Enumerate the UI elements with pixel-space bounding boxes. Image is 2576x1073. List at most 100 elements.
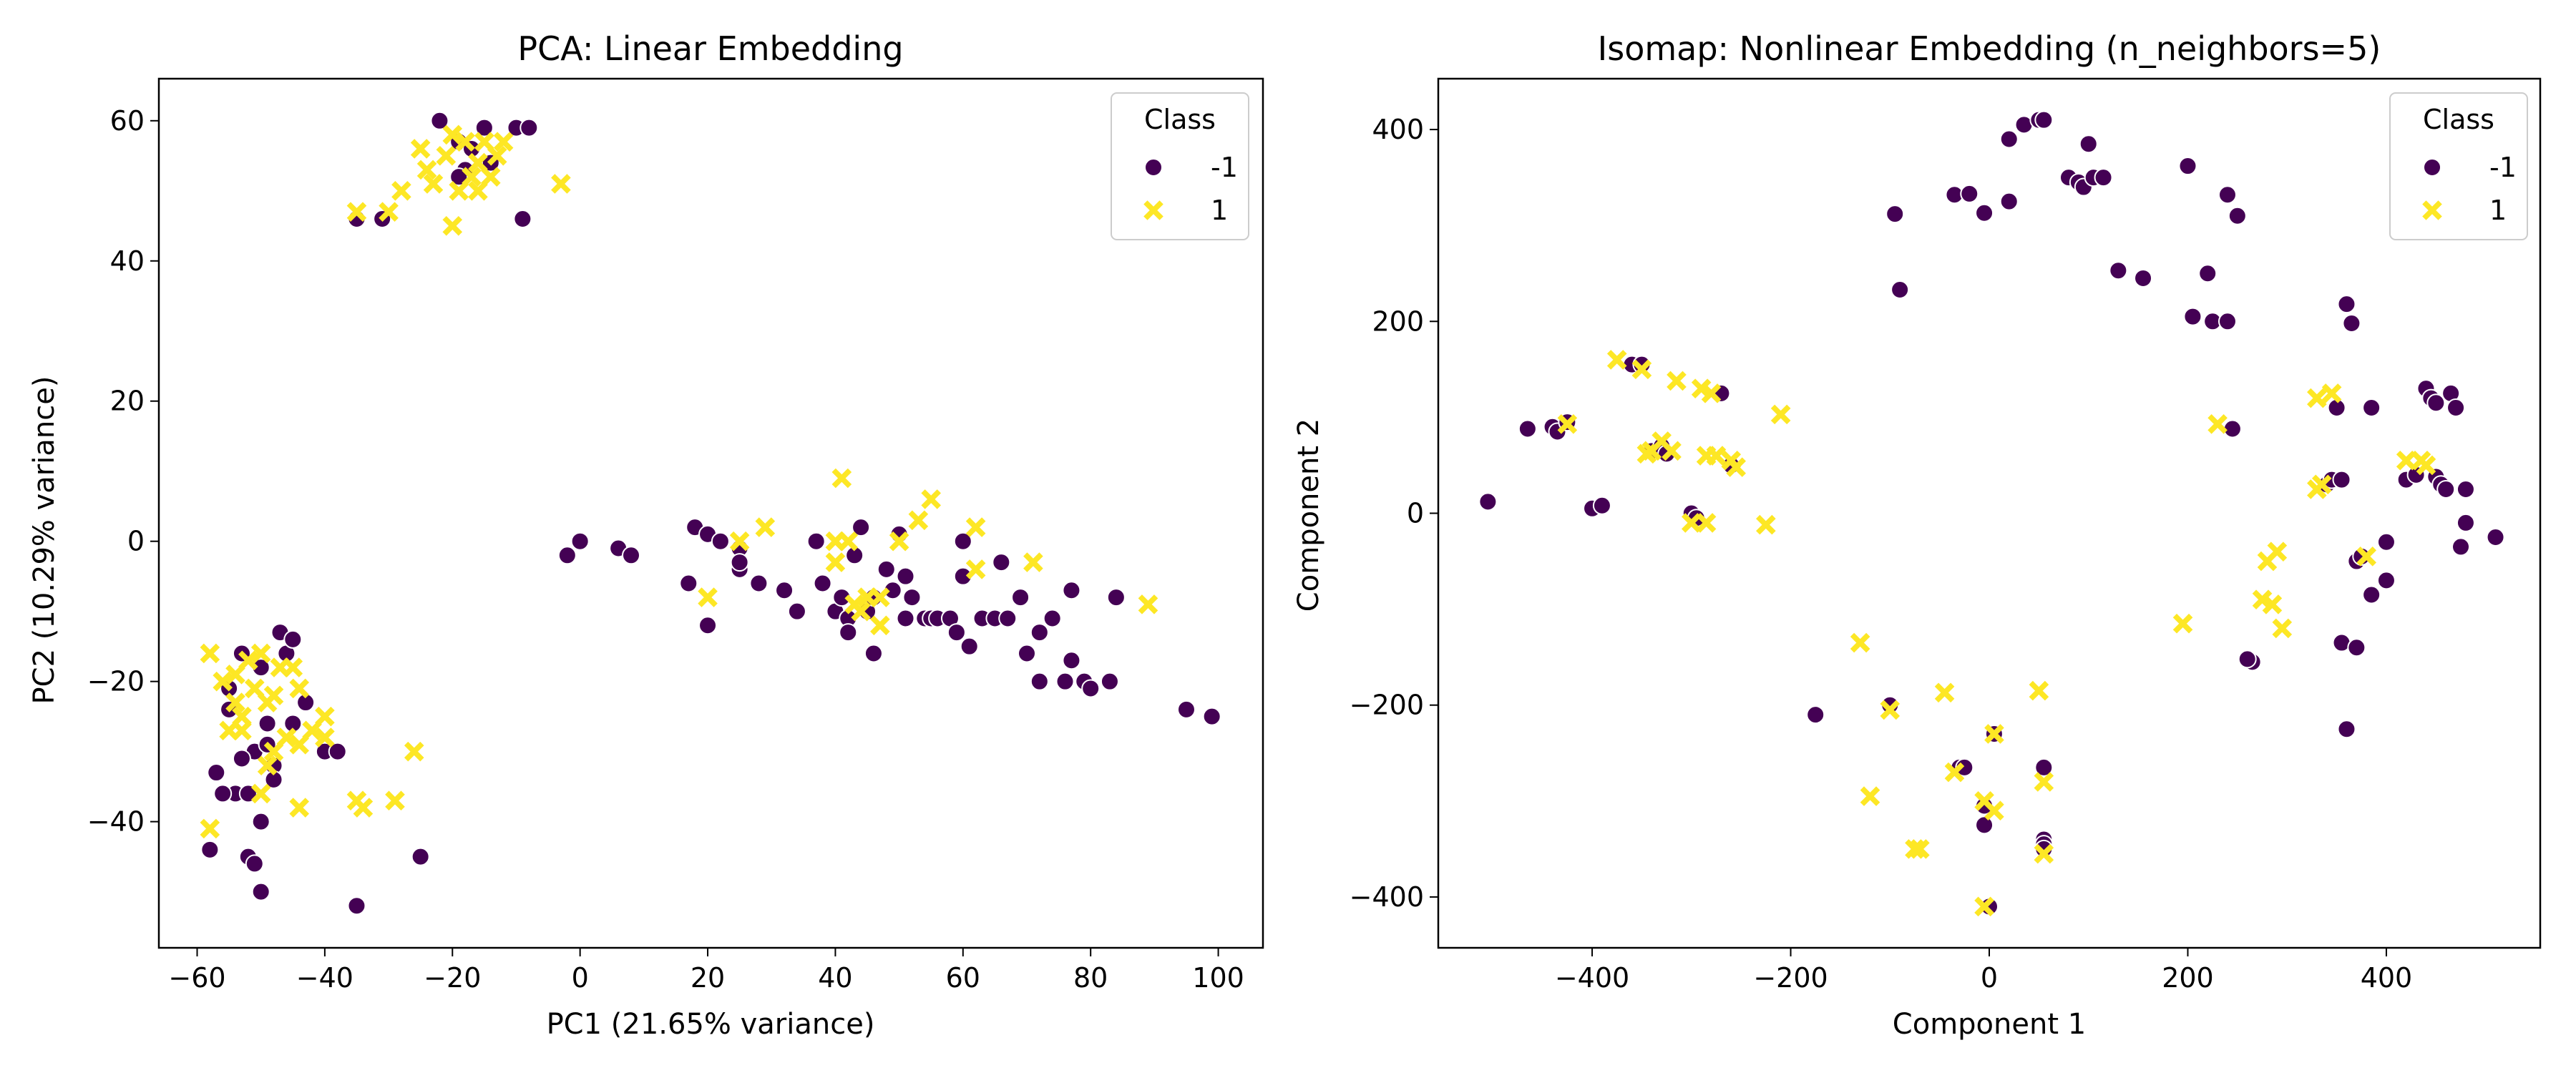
isomap-point-class-neg1 <box>2451 537 2471 557</box>
pca-ticks: −60 −40 −20 0 20 40 60 80 100 −40 −20 0 20 40 60 <box>87 105 1244 994</box>
pca-point-class-1 <box>346 202 367 222</box>
pca-point-class-neg1 <box>232 749 251 768</box>
isomap-point-class-neg1 <box>2456 479 2475 499</box>
pca-point-class-1 <box>200 818 220 839</box>
isomap-x-tick-label: 200 <box>2162 962 2214 994</box>
pca-point-class-neg1 <box>251 882 270 901</box>
isomap-point-class-neg1 <box>2109 261 2128 280</box>
pca-point-class-1 <box>315 727 335 748</box>
isomap-point-class-neg1 <box>2183 307 2202 326</box>
isomap-point-class-neg1 <box>2337 295 2356 314</box>
pca-point-class-neg1 <box>200 840 220 859</box>
pca-point-class-neg1 <box>513 209 532 228</box>
isomap-point-class-neg1 <box>1885 205 1905 224</box>
pca-panel: PCA: Linear Embedding −60 −40 −20 0 20 40 60 80… <box>28 29 1264 1041</box>
isomap-legend-marker-neg1 <box>2423 158 2441 177</box>
isomap-point-class-1 <box>2311 474 2332 495</box>
isomap-points <box>1478 110 2505 917</box>
isomap-point-class-1 <box>1606 350 1627 370</box>
pca-legend-title: Class <box>1144 104 1216 135</box>
pca-point-class-neg1 <box>258 714 277 733</box>
isomap-legend-label-neg1: -1 <box>2489 152 2517 183</box>
isomap-point-class-1 <box>1910 839 1930 859</box>
pca-point-class-1 <box>1138 594 1158 614</box>
isomap-point-class-1 <box>1706 446 1727 466</box>
pca-point-class-1 <box>825 531 846 552</box>
isomap-panel: Isomap: Nonlinear Embedding (n_neighbors… <box>1292 29 2542 1041</box>
pca-point-class-neg1 <box>1100 672 1119 691</box>
isomap-point-class-neg1 <box>1806 705 1825 725</box>
pca-point-class-neg1 <box>213 784 233 803</box>
pca-legend-marker-glyph <box>1143 200 1163 220</box>
pca-point-class-neg1 <box>960 637 979 656</box>
pca-point-class-1 <box>442 124 463 145</box>
pca-point-class-1 <box>410 139 431 159</box>
isomap-point-class-1 <box>2267 542 2288 562</box>
isomap-point-class-1 <box>1984 800 2004 821</box>
pca-point-class-1 <box>244 678 265 699</box>
pca-point-class-1 <box>870 587 890 607</box>
pca-y-tick-label: −40 <box>87 806 145 838</box>
pca-point-class-neg1 <box>813 574 832 593</box>
isomap-axes-frame <box>1437 77 2542 949</box>
isomap-point-class-neg1 <box>2034 110 2054 129</box>
isomap-x-axis-label: Component 1 <box>1893 1008 2086 1041</box>
pca-legend-marker-glyph <box>1144 158 1163 177</box>
isomap-legend-label-1: 1 <box>2489 195 2507 226</box>
pca-point-class-neg1 <box>877 559 896 579</box>
pca-point-class-1 <box>908 510 929 531</box>
pca-point-class-1 <box>276 727 297 748</box>
pca-x-tick-label: 60 <box>946 962 980 994</box>
pca-point-class-neg1 <box>1011 588 1030 607</box>
pca-point-class-neg1 <box>749 574 769 593</box>
pca-point-class-1 <box>838 531 859 552</box>
pca-point-class-1 <box>474 132 494 152</box>
isomap-point-class-1 <box>1984 724 2004 744</box>
pca-point-class-neg1 <box>1081 679 1101 698</box>
pca-point-class-1 <box>238 650 258 671</box>
pca-x-tick-label: −60 <box>168 962 225 994</box>
isomap-point-class-neg1 <box>2337 720 2356 739</box>
isomap-point-class-1 <box>2272 618 2293 639</box>
pca-x-tick-label: −40 <box>296 962 353 994</box>
isomap-legend: Class -1 1 <box>2389 92 2528 240</box>
pca-point-class-1 <box>250 783 271 804</box>
pca-x-tick-label: 80 <box>1073 962 1108 994</box>
pca-title: PCA: Linear Embedding <box>517 29 903 68</box>
isomap-point-class-1 <box>2356 547 2377 567</box>
isomap-point-class-1 <box>2172 613 2193 634</box>
pca-x-tick-label: −20 <box>424 962 481 994</box>
isomap-point-class-neg1 <box>1975 815 1994 835</box>
isomap-y-tick-label: −400 <box>1350 881 1424 913</box>
pca-point-class-1 <box>755 517 776 537</box>
isomap-point-class-1 <box>1974 896 1994 917</box>
pca-point-class-neg1 <box>839 623 858 642</box>
pca-point-class-1 <box>315 706 335 727</box>
isomap-point-class-neg1 <box>2347 638 2366 657</box>
isomap-point-class-1 <box>1701 383 1722 403</box>
pca-point-class-1 <box>353 798 374 818</box>
pca-point-class-neg1 <box>902 588 922 607</box>
isomap-point-class-neg1 <box>2134 268 2153 288</box>
isomap-point-class-neg1 <box>2436 479 2456 499</box>
isomap-y-tick-label: 200 <box>1372 305 1424 337</box>
isomap-point-class-1 <box>1770 404 1791 425</box>
pca-point-class-neg1 <box>1202 707 1221 726</box>
pca-point-class-1 <box>225 692 245 712</box>
pca-point-class-neg1 <box>1106 588 1126 607</box>
pca-point-class-neg1 <box>570 531 590 551</box>
pca-x-tick-label: 40 <box>818 962 852 994</box>
pca-point-class-neg1 <box>207 763 226 783</box>
pca-x-tick-label: 100 <box>1192 962 1244 994</box>
pca-point-class-1 <box>857 587 877 607</box>
pca-point-class-neg1 <box>998 609 1018 628</box>
pca-point-class-neg1 <box>896 567 915 586</box>
isomap-point-class-neg1 <box>2362 398 2381 417</box>
pca-point-class-1 <box>1023 552 1043 572</box>
isomap-point-class-1 <box>1726 457 1747 477</box>
isomap-point-class-1 <box>1557 413 1578 434</box>
pca-point-class-neg1 <box>1062 651 1081 670</box>
isomap-legend-marker-glyph <box>2423 158 2441 177</box>
pca-point-class-1 <box>480 167 501 187</box>
pca-point-class-1 <box>232 706 252 727</box>
